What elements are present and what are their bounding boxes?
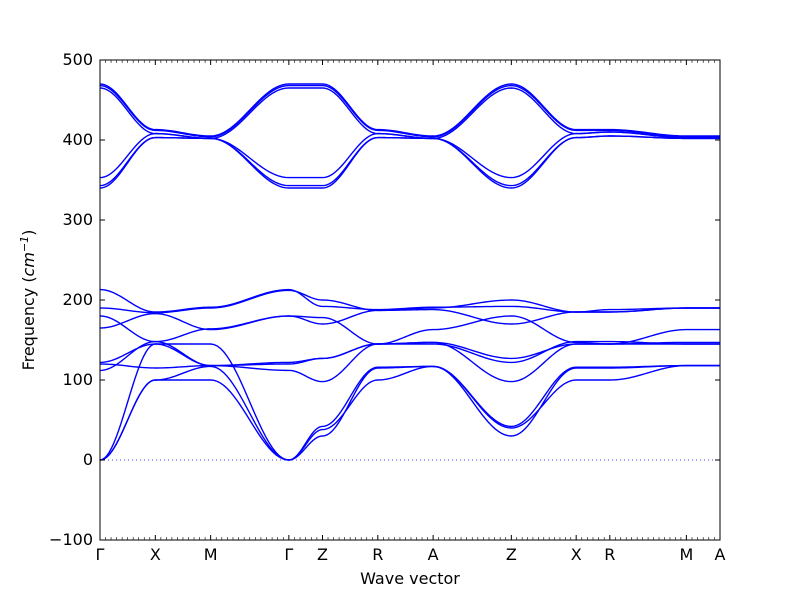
x-tick-label: Z xyxy=(506,545,517,564)
phonon-band-3 xyxy=(99,343,720,461)
phonon-band-14 xyxy=(99,87,720,140)
phonon-band-12 xyxy=(99,135,720,187)
phonon-band-1 xyxy=(99,364,720,461)
plot-area xyxy=(99,83,720,461)
x-axis-title: Wave vector xyxy=(360,569,460,588)
phonon-band-9 xyxy=(99,289,720,314)
phonon-band-6 xyxy=(99,340,720,369)
y-axis-title-suffix: ) xyxy=(19,230,38,236)
phonon-band-10 xyxy=(99,288,720,313)
x-tick-label: Γ xyxy=(96,545,105,564)
y-axis-title: Frequency (cm−1) xyxy=(18,230,38,371)
y-tick-label: 200 xyxy=(62,290,93,309)
x-tick-label: R xyxy=(372,545,383,564)
phonon-band-7 xyxy=(99,312,720,345)
y-tick-label: −100 xyxy=(49,530,93,549)
y-tick-label: 0 xyxy=(83,450,93,469)
phonon-band-16 xyxy=(99,83,720,137)
x-tick-label: X xyxy=(150,545,161,564)
y-axis-ticks: −100 0 100 200 300 400 500 xyxy=(49,50,720,549)
phonon-band-5 xyxy=(99,341,720,367)
y-tick-label: 100 xyxy=(62,370,93,389)
x-tick-label: X xyxy=(571,545,582,564)
phonon-band-4 xyxy=(99,328,720,383)
phonon-band-11 xyxy=(99,135,720,189)
x-tick-label: R xyxy=(604,545,615,564)
x-tick-label: A xyxy=(715,545,726,564)
y-axis-title-prefix: Frequency ( xyxy=(19,276,38,370)
y-tick-label: 300 xyxy=(62,210,93,229)
phonon-bands xyxy=(99,83,720,461)
x-tick-label: M xyxy=(204,545,218,564)
y-tick-label: 400 xyxy=(62,130,93,149)
x-tick-label: M xyxy=(679,545,693,564)
y-axis-title-unit-exponent: −1 xyxy=(18,236,31,252)
x-tick-label: A xyxy=(428,545,439,564)
phonon-band-15 xyxy=(99,84,720,138)
phonon-band-8 xyxy=(99,307,720,343)
y-tick-label: 500 xyxy=(62,50,93,69)
y-axis-title-unit: cm xyxy=(19,252,38,276)
x-tick-label: Z xyxy=(317,545,328,564)
x-tick-label: Γ xyxy=(284,545,293,564)
